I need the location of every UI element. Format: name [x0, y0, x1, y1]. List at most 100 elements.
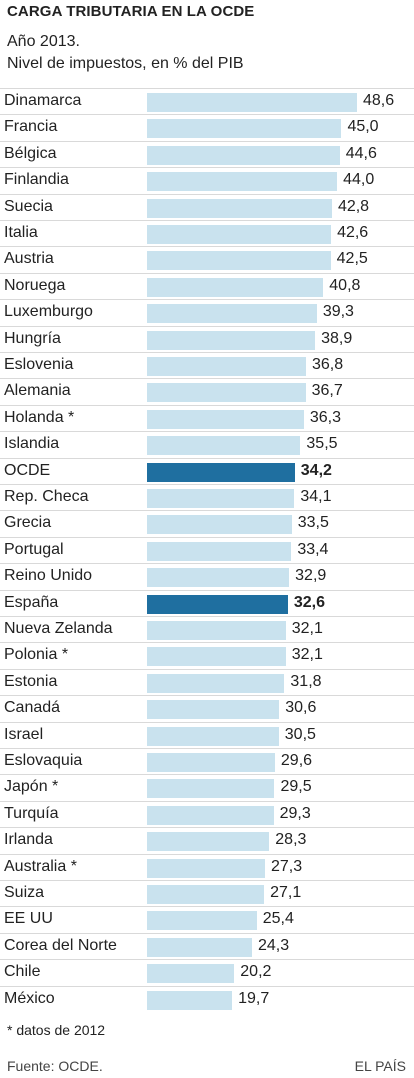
category-label: Estonia [4, 672, 58, 690]
value-label: 20,2 [240, 963, 272, 981]
value-label: 38,9 [321, 329, 353, 347]
bar [147, 885, 265, 904]
value-label: 36,3 [309, 408, 341, 426]
bar [147, 330, 316, 350]
table-row: Corea del Norte 24,3 [0, 932, 414, 960]
bar [147, 251, 331, 271]
value-label: 25,4 [262, 910, 294, 928]
bar [147, 436, 301, 456]
bar [147, 568, 290, 588]
bar [147, 990, 233, 1010]
bar [147, 119, 342, 139]
category-label: Hungría [4, 329, 61, 347]
value-label: 45,0 [347, 118, 379, 136]
bar [147, 832, 270, 852]
category-label: Luxemburgo [4, 303, 93, 321]
bar [147, 594, 288, 614]
value-label: 48,6 [363, 92, 395, 109]
bar [147, 225, 332, 244]
table-row: Alemania 36,7 [0, 378, 414, 405]
value-label: 19,7 [238, 989, 270, 1007]
bar [147, 753, 275, 772]
bar [147, 93, 357, 112]
bar [147, 700, 280, 720]
table-row: Estonia 31,8 [0, 668, 414, 696]
category-label: Eslovaquia [4, 752, 83, 769]
value-label: 44,6 [345, 144, 377, 162]
value-label: 39,3 [322, 303, 354, 321]
table-row: Dinamarca 48,6 [0, 88, 414, 115]
table-row: Israel 30,5 [0, 721, 414, 749]
value-label: 30,5 [284, 725, 316, 743]
bar [147, 726, 279, 746]
value-label: 31,8 [290, 672, 322, 690]
bar [147, 172, 338, 192]
value-label: 34,2 [300, 461, 332, 479]
category-label: México [4, 989, 55, 1007]
bar [147, 198, 332, 218]
value-label: 32,1 [291, 646, 323, 664]
table-row: OCDE 34,2 [0, 457, 414, 485]
table-row: Eslovenia 36,8 [0, 352, 414, 379]
bar [147, 805, 274, 825]
value-label: 32,6 [293, 593, 325, 611]
value-label: 42,5 [336, 250, 368, 268]
value-label: 33,5 [297, 514, 329, 532]
bar [147, 145, 340, 165]
table-row: Reino Unido 32,9 [0, 563, 414, 590]
table-row: Holanda * 36,3 [0, 404, 414, 432]
category-label: EE UU [4, 910, 53, 928]
value-label: 24,3 [258, 936, 290, 954]
table-row: Grecia 33,5 [0, 510, 414, 537]
category-label: Eslovenia [4, 356, 74, 373]
table-row: Canadá 30,6 [0, 695, 414, 722]
table-row: Bélgica 44,6 [0, 140, 414, 168]
table-row: Suecia 42,8 [0, 193, 414, 221]
table-row: Australia * 27,3 [0, 853, 414, 881]
value-label: 28,3 [275, 831, 307, 849]
value-label: 32,9 [295, 567, 327, 585]
category-label: Rep. Checa [4, 488, 89, 505]
category-label: Suiza [4, 884, 45, 901]
category-label: Polonia * [4, 646, 69, 664]
category-label: Irlanda [4, 831, 53, 849]
category-label: Bélgica [4, 144, 57, 162]
bar [147, 541, 292, 561]
value-label: 27,3 [270, 857, 303, 875]
bar [147, 673, 285, 693]
table-row: Noruega 40,8 [0, 272, 414, 300]
category-label: Reino Unido [4, 567, 93, 585]
value-label: 35,5 [306, 435, 338, 453]
value-label: 30,6 [285, 699, 317, 717]
value-label: 36,8 [312, 356, 344, 373]
table-row: Luxemburgo 39,3 [0, 299, 414, 326]
chart-subtitle-measure: Nivel de impuestos, en % del PIB [7, 55, 244, 72]
table-row: Austria 42,5 [0, 246, 414, 273]
value-label: 44,0 [343, 171, 375, 189]
category-label: Austria [4, 250, 54, 268]
category-label: Canadá [4, 699, 61, 717]
value-label: 29,5 [280, 778, 312, 796]
table-row: Hungría 38,9 [0, 325, 414, 353]
bar [147, 621, 286, 640]
source-credit: Fuente: OCDE. [7, 1058, 103, 1074]
category-label: Francia [4, 118, 58, 136]
category-label: Alemania [4, 382, 71, 400]
category-label: Portugal [4, 540, 64, 558]
value-label: 40,8 [329, 276, 361, 294]
value-label: 42,8 [337, 197, 370, 215]
table-row: Italia 42,6 [0, 220, 414, 247]
category-label: Dinamarca [4, 92, 82, 109]
value-label: 29,3 [279, 804, 311, 822]
table-row: Nueva Zelanda 32,1 [0, 616, 414, 643]
category-label: Chile [4, 963, 41, 981]
footnote: * datos de 2012 [7, 1022, 106, 1038]
table-row: Suiza 27,1 [0, 880, 414, 907]
table-row: Finlandia 44,0 [0, 167, 414, 194]
category-label: Japón * [4, 778, 59, 796]
category-label: Australia * [4, 857, 77, 875]
category-label: Islandia [4, 435, 60, 453]
category-label: Suecia [4, 197, 53, 215]
table-row: Turquía 29,3 [0, 800, 414, 828]
value-label: 29,6 [280, 752, 313, 769]
